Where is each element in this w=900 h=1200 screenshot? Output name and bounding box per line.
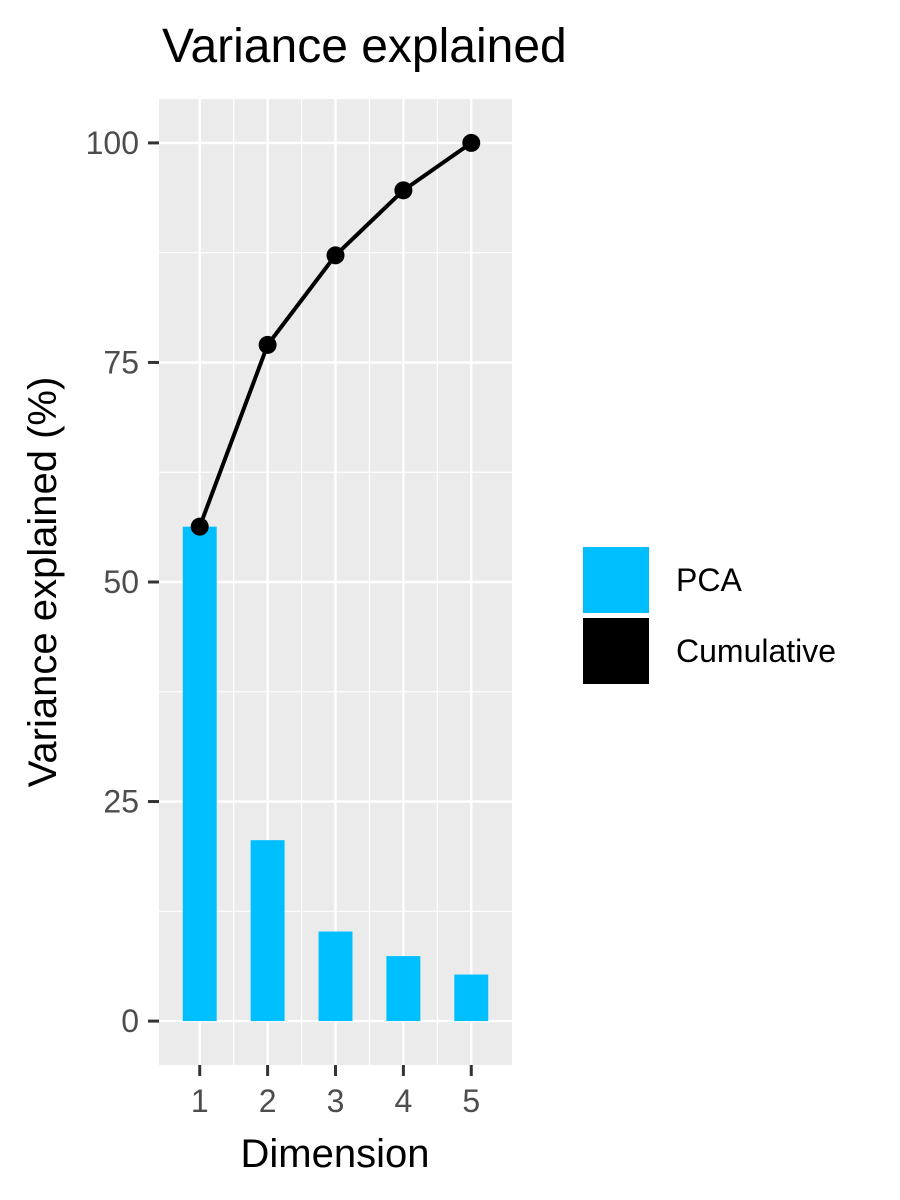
y-tick-label: 0 [121, 1003, 139, 1039]
bars [182, 526, 489, 1022]
x-tick-label: 3 [327, 1083, 345, 1119]
legend-label-pca: PCA [676, 562, 742, 598]
y-tick-label: 75 [103, 344, 139, 380]
y-axis-title: Variance explained (%) [21, 377, 65, 788]
y-tick-label: 50 [103, 564, 139, 600]
bar-pca-2 [250, 840, 285, 1022]
cumulative-point-1 [190, 517, 209, 536]
y-tick-label: 25 [103, 784, 139, 820]
legend: PCA Cumulative [581, 545, 836, 686]
legend-key-pca [581, 545, 651, 615]
legend-label-cumulative: Cumulative [676, 633, 836, 669]
x-axis: 1 2 3 4 5 [191, 1065, 480, 1119]
x-tick-label: 1 [191, 1083, 209, 1119]
x-tick-label: 5 [462, 1083, 480, 1119]
bar-pca-1 [182, 526, 217, 1022]
cumulative-point-5 [462, 133, 481, 152]
x-tick-label: 2 [259, 1083, 277, 1119]
cumulative-point-4 [394, 181, 413, 200]
cumulative-point-3 [326, 246, 345, 265]
y-tick-label: 100 [86, 125, 139, 161]
bar-pca-3 [318, 931, 353, 1022]
legend-key-cumulative [581, 616, 651, 686]
x-tick-label: 4 [394, 1083, 412, 1119]
y-axis: 0 25 50 75 100 [86, 125, 159, 1039]
bar-pca-5 [454, 974, 489, 1022]
bar-pca-4 [386, 956, 421, 1022]
chart-title: Variance explained [162, 20, 567, 73]
x-axis-title: Dimension [241, 1132, 430, 1176]
cumulative-point-2 [258, 335, 277, 354]
cumulative-line-layer [190, 133, 481, 536]
